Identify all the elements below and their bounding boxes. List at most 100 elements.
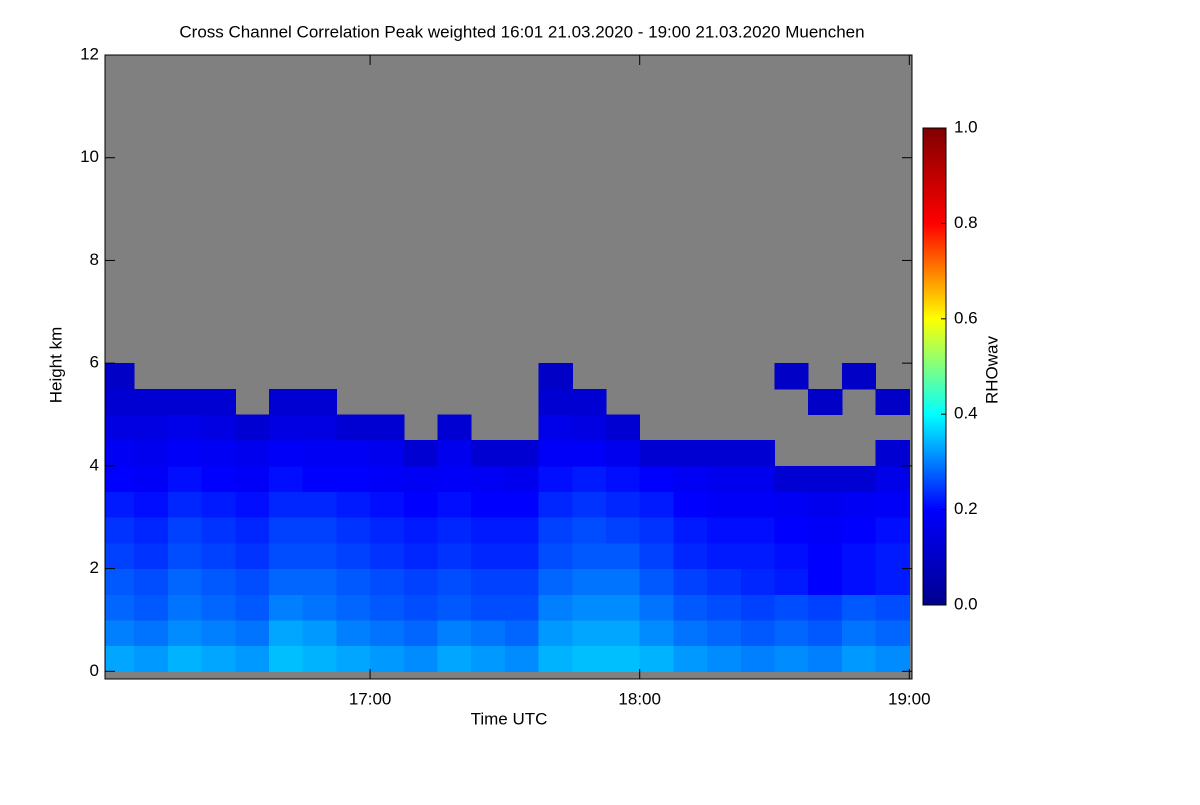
heatmap-cell (740, 645, 776, 672)
heatmap-cell (707, 440, 742, 467)
heatmap-cell (538, 619, 573, 647)
heatmap-cell (167, 594, 203, 621)
heatmap-cell (235, 517, 270, 544)
heatmap-cell (774, 594, 809, 621)
heatmap-cell (437, 542, 472, 570)
heatmap-cell (808, 542, 843, 570)
heatmap-cell (235, 645, 270, 672)
heatmap-cell (302, 645, 337, 672)
heatmap-cell (336, 465, 371, 493)
heatmap-cell (673, 440, 708, 467)
heatmap-cell (673, 465, 708, 493)
colorbar-tick-label: 1.0 (954, 117, 978, 136)
heatmap-cell (167, 388, 203, 416)
heatmap-cell (268, 645, 304, 672)
heatmap-cell (370, 645, 405, 672)
heatmap-cell (774, 491, 809, 518)
heatmap-cell (268, 594, 304, 621)
heatmap-cell (740, 542, 776, 570)
heatmap-cell (639, 542, 674, 570)
heatmap-cell (740, 465, 776, 493)
heatmap-cell (437, 594, 472, 621)
heatmap-cell (134, 440, 169, 467)
heatmap-cell (538, 363, 573, 390)
heatmap-cell (167, 491, 203, 518)
heatmap-cell (740, 568, 776, 595)
heatmap-cell (471, 517, 506, 544)
heatmap-cell (403, 619, 439, 647)
heatmap-cell (167, 414, 203, 441)
heatmap-cell (875, 440, 910, 467)
heatmap-cell (336, 619, 371, 647)
heatmap-cell (235, 568, 270, 595)
heatmap-cell (841, 491, 877, 518)
heatmap-cell (268, 388, 304, 416)
heatmap-cell (606, 440, 641, 467)
heatmap-cell (403, 491, 439, 518)
heatmap-cell (370, 568, 405, 595)
heatmap-cell (471, 542, 506, 570)
heatmap-cell (774, 465, 809, 493)
heatmap-cell (875, 645, 910, 672)
x-tick-label: 19:00 (888, 689, 931, 708)
heatmap-cell (740, 440, 776, 467)
heatmap-cell (875, 542, 910, 570)
heatmap-cell (403, 465, 439, 493)
heatmap-cell (572, 491, 607, 518)
heatmap-cell (471, 568, 506, 595)
heatmap-cell (572, 517, 607, 544)
heatmap-cell (105, 465, 135, 493)
heatmap-cell (504, 594, 540, 621)
heatmap-cell (707, 517, 742, 544)
heatmap-cell (336, 440, 371, 467)
heatmap-cell (235, 594, 270, 621)
heatmap-cell (302, 388, 337, 416)
heatmap-cell (538, 645, 573, 672)
heatmap-cell (875, 619, 910, 647)
heatmap-cell (268, 414, 304, 441)
heatmap-cell (572, 465, 607, 493)
heatmap-cell (370, 517, 405, 544)
heatmap-cell (105, 645, 135, 672)
colorbar (922, 127, 947, 606)
heatmap-cell (105, 491, 135, 518)
heatmap-cell (201, 465, 236, 493)
heatmap-cell (167, 465, 203, 493)
heatmap-cell (235, 619, 270, 647)
heatmap-cell (639, 465, 674, 493)
heatmap-cell (740, 594, 776, 621)
heatmap-cell (268, 619, 304, 647)
heatmap-cell (808, 594, 843, 621)
heatmap-cell (167, 568, 203, 595)
heatmap-cell (336, 517, 371, 544)
heatmap-cell (437, 414, 472, 441)
heatmap-cell (606, 594, 641, 621)
heatmap-cell (268, 491, 304, 518)
heatmap-cell (538, 517, 573, 544)
heatmap-cell (105, 440, 135, 467)
heatmap-cell (841, 619, 877, 647)
heatmap-cell (673, 517, 708, 544)
heatmap-cell (302, 594, 337, 621)
heatmap-cell (774, 363, 809, 390)
heatmap-cell (639, 619, 674, 647)
heatmap-cell (707, 619, 742, 647)
x-tick-label: 17:00 (349, 689, 392, 708)
heatmap-cell (471, 491, 506, 518)
heatmap-cell (437, 645, 472, 672)
heatmap-cell (504, 568, 540, 595)
heatmap-cell (134, 388, 169, 416)
heatmap-cell (774, 542, 809, 570)
heatmap-cell (707, 491, 742, 518)
heatmap-cell (370, 440, 405, 467)
heatmap-cell (606, 414, 641, 441)
heatmap-cell (606, 645, 641, 672)
heatmap-cell (403, 542, 439, 570)
heatmap-cell (105, 517, 135, 544)
heatmap-cell (504, 542, 540, 570)
heatmap-cell (471, 619, 506, 647)
heatmap-cell (606, 619, 641, 647)
heatmap-cell (707, 465, 742, 493)
heatmap-cell (403, 568, 439, 595)
plot-frame (104, 54, 913, 680)
